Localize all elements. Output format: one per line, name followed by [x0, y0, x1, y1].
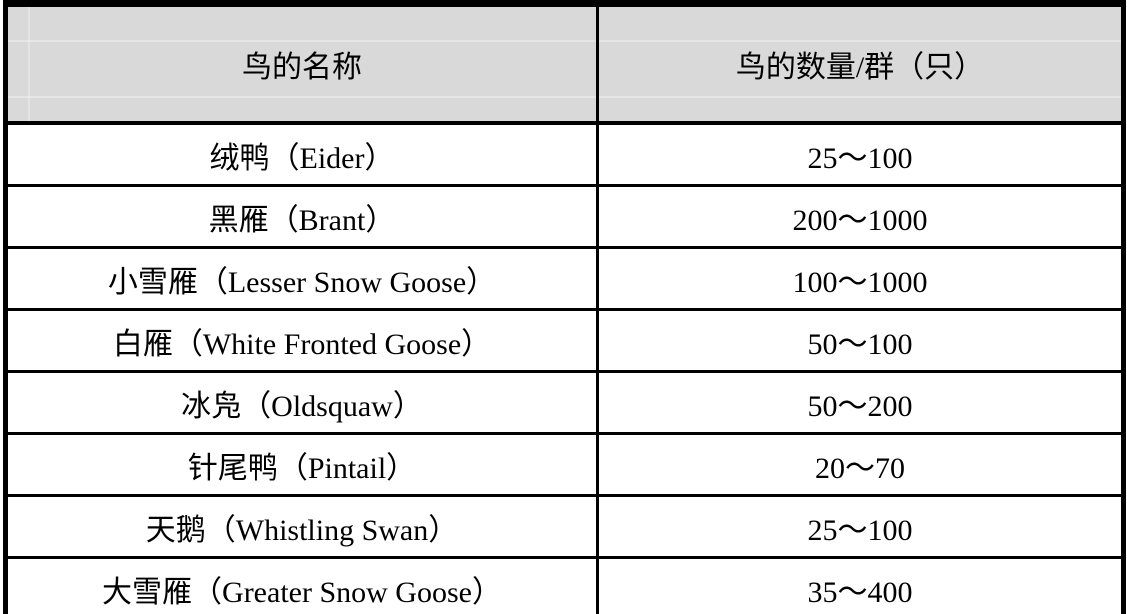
table-body: 绒鸭（Eider） 25～100 黑雁（Brant） 200～1000 小雪雁（Less… — [5, 121, 1124, 614]
table-row: 冰凫（Oldsquaw） 50～200 — [5, 370, 1124, 434]
bird-name-cell: 白雁（White Fronted Goose） — [5, 308, 599, 372]
header-row: 鸟的名称 鸟的数量/群（只） — [5, 3, 1124, 125]
header-bird-name: 鸟的名称 — [5, 3, 599, 125]
bird-count-cell: 100～1000 — [597, 246, 1124, 310]
bird-count-cell: 25～100 — [597, 121, 1124, 186]
table-row: 小雪雁（Lesser Snow Goose） 100～1000 — [5, 246, 1124, 310]
bird-name-cell: 黑雁（Brant） — [5, 184, 599, 248]
bird-name-cell: 大雪雁（Greater Snow Goose） — [5, 556, 599, 614]
bird-count-table: 鸟的名称 鸟的数量/群（只） 绒鸭（Eider） 25～100 黑雁（Brant） 2… — [3, 0, 1126, 614]
table-row: 针尾鸭（Pintail） 20～70 — [5, 432, 1124, 496]
header-bird-count: 鸟的数量/群（只） — [597, 3, 1124, 125]
bird-count-cell: 35～400 — [597, 556, 1124, 614]
bird-count-cell: 50～200 — [597, 370, 1124, 434]
bird-name-cell: 天鹅（Whistling Swan） — [5, 494, 599, 558]
bird-count-cell: 25～100 — [597, 494, 1124, 558]
table-row: 天鹅（Whistling Swan） 25～100 — [5, 494, 1124, 558]
table-row: 大雪雁（Greater Snow Goose） 35～400 — [5, 556, 1124, 614]
bird-name-cell: 绒鸭（Eider） — [5, 121, 599, 186]
table-row: 白雁（White Fronted Goose） 50～100 — [5, 308, 1124, 372]
table-row: 绒鸭（Eider） 25～100 — [5, 121, 1124, 186]
bird-name-cell: 冰凫（Oldsquaw） — [5, 370, 599, 434]
bird-count-cell: 20～70 — [597, 432, 1124, 496]
bird-count-cell: 50～100 — [597, 308, 1124, 372]
table-row: 黑雁（Brant） 200～1000 — [5, 184, 1124, 248]
bird-name-cell: 针尾鸭（Pintail） — [5, 432, 599, 496]
bird-name-cell: 小雪雁（Lesser Snow Goose） — [5, 246, 599, 310]
bird-count-cell: 200～1000 — [597, 184, 1124, 248]
